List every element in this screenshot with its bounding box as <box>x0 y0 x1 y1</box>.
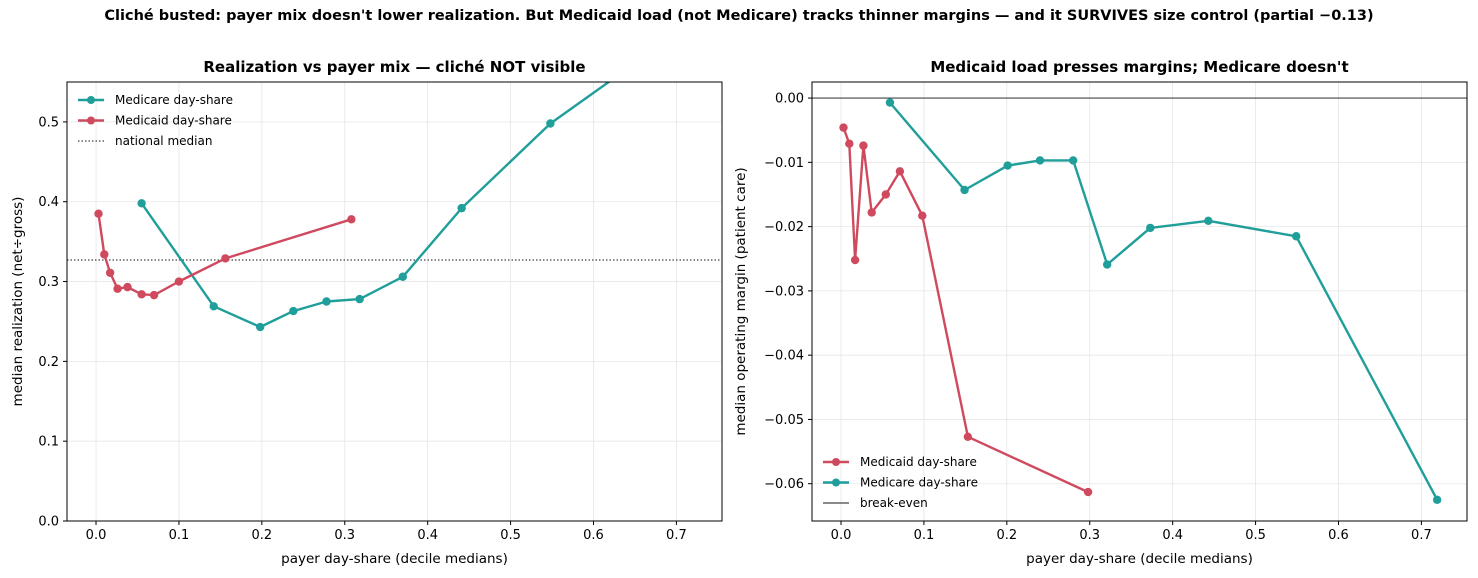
y-tick-label: −0.05 <box>764 413 804 428</box>
medicare-point <box>1204 216 1213 226</box>
medicaid-point <box>963 432 973 441</box>
y-tick-label: 0.2 <box>38 355 59 370</box>
medicare-point <box>1003 161 1012 170</box>
medicaid-point <box>105 268 115 277</box>
x-tick-label: 0.0 <box>831 528 852 543</box>
medicaid-point <box>845 139 854 148</box>
medicare-point <box>1035 156 1045 165</box>
medicare-point <box>209 302 218 311</box>
axes-frame <box>811 81 1468 522</box>
medicare-point <box>1068 156 1078 165</box>
medicaid-point <box>850 255 860 265</box>
medicaid-series-line <box>97 213 352 297</box>
medicare-point <box>457 203 466 213</box>
medicaid-point <box>839 123 848 132</box>
medicaid-point <box>867 208 876 217</box>
y-tick-label: −0.01 <box>764 156 804 171</box>
legend: Medicaid day-share Medicare day-share brea… <box>823 455 978 510</box>
x-tick-label: 0.3 <box>1079 528 1100 543</box>
medicare-point <box>960 185 969 195</box>
medicare-point <box>1432 495 1442 504</box>
y-tick-label: 0.0 <box>38 515 59 530</box>
x-tick-label: 0.6 <box>583 528 604 543</box>
legend-label: Medicaid day-share <box>115 114 232 128</box>
x-tick-label: 0.0 <box>86 528 107 543</box>
medicaid-point <box>895 167 905 176</box>
y-tick-label: −0.06 <box>764 477 804 492</box>
legend-marker <box>832 478 840 487</box>
medicaid-point <box>221 254 230 263</box>
x-tick-label: 0.2 <box>996 528 1017 543</box>
series-layer <box>839 98 1442 504</box>
medicaid-point <box>94 209 103 218</box>
medicaid-point <box>100 250 109 259</box>
medicare-point <box>289 306 298 316</box>
legend-label: national median <box>115 134 212 148</box>
medicare-point <box>255 322 265 332</box>
y-tick-label: 0.5 <box>38 115 59 130</box>
medicare-point <box>355 294 364 304</box>
y-tick-label: 0.4 <box>38 195 59 210</box>
x-tick-label: 0.6 <box>1328 528 1349 543</box>
medicare-point <box>1146 223 1155 233</box>
series-layer <box>94 6 713 332</box>
y-tick-label: −0.02 <box>764 220 804 235</box>
legend-label: break-even <box>860 496 928 510</box>
x-tick-label: 0.7 <box>666 528 687 543</box>
x-tick-label: 0.1 <box>169 528 190 543</box>
legend-label: Medicaid day-share <box>860 455 977 469</box>
medicaid-point <box>174 277 184 286</box>
y-tick-label: −0.03 <box>764 284 804 299</box>
chart-panel-2: 0.0 0.1 0.2 0.3 0.4 0.5 0.6 0.7 0.00 −0.01 −0.02 −0… <box>733 58 1468 567</box>
chart-panel-1: 0.0 0.1 0.2 0.3 0.4 0.5 0.6 0.7 0.0 0.1 0.2 0.3 0.4 0… <box>10 6 723 567</box>
legend-label: Medicare day-share <box>860 476 978 490</box>
legend-label: Medicare day-share <box>115 93 233 107</box>
medicaid-point <box>859 141 868 150</box>
medicare-point <box>398 272 407 281</box>
medicaid-point <box>918 211 927 220</box>
x-tick-label: 0.1 <box>914 528 935 543</box>
medicare-point <box>1292 232 1301 241</box>
medicare-point <box>322 297 331 306</box>
medicare-series-line <box>140 82 611 329</box>
medicaid-point <box>123 282 132 292</box>
x-tick-label: 0.5 <box>1245 528 1266 543</box>
medicaid-point <box>347 215 356 224</box>
medicare-point <box>885 98 895 107</box>
legend-marker <box>832 458 840 466</box>
medicare-point <box>546 119 555 128</box>
medicare-point <box>1102 260 1112 269</box>
x-tick-label: 0.4 <box>417 528 438 543</box>
legend-marker <box>87 116 95 125</box>
y-tick-label: 0.3 <box>38 275 59 290</box>
figure-title: Cliché busted: payer mix doesn't lower r… <box>104 8 1374 24</box>
panel-title: Realization vs payer mix — cliché NOT vi… <box>203 58 585 76</box>
medicaid-point <box>1083 487 1093 497</box>
medicare-point <box>137 199 146 208</box>
medicare-series-line <box>888 101 1439 501</box>
medicaid-point <box>149 290 159 300</box>
y-tick-label: −0.04 <box>764 349 804 364</box>
x-tick-label: 0.7 <box>1411 528 1432 543</box>
y-tick-label: 0.00 <box>775 92 804 107</box>
x-tick-label: 0.2 <box>251 528 272 543</box>
medicaid-point <box>113 284 122 293</box>
medicaid-series-line <box>842 127 1089 494</box>
x-axis-label: payer day-share (decile medians) <box>281 551 508 567</box>
y-tick-label: 0.1 <box>38 435 59 450</box>
medicaid-point <box>881 190 890 199</box>
y-axis-label: median realization (net÷gross) <box>10 197 26 407</box>
x-tick-label: 0.4 <box>1162 528 1183 543</box>
x-tick-label: 0.5 <box>500 528 521 543</box>
panel-title: Medicaid load presses margins; Medicare … <box>930 58 1348 76</box>
x-axis-label: payer day-share (decile medians) <box>1026 551 1253 567</box>
y-axis-label: median operating margin (patient care) <box>733 167 749 435</box>
legend-marker <box>87 96 95 104</box>
medicare-point <box>705 6 713 14</box>
axes-frame <box>66 81 723 522</box>
medicaid-point <box>137 290 146 299</box>
x-tick-label: 0.3 <box>334 528 355 543</box>
legend: Medicare day-share Medicaid day-share nati… <box>78 93 233 148</box>
